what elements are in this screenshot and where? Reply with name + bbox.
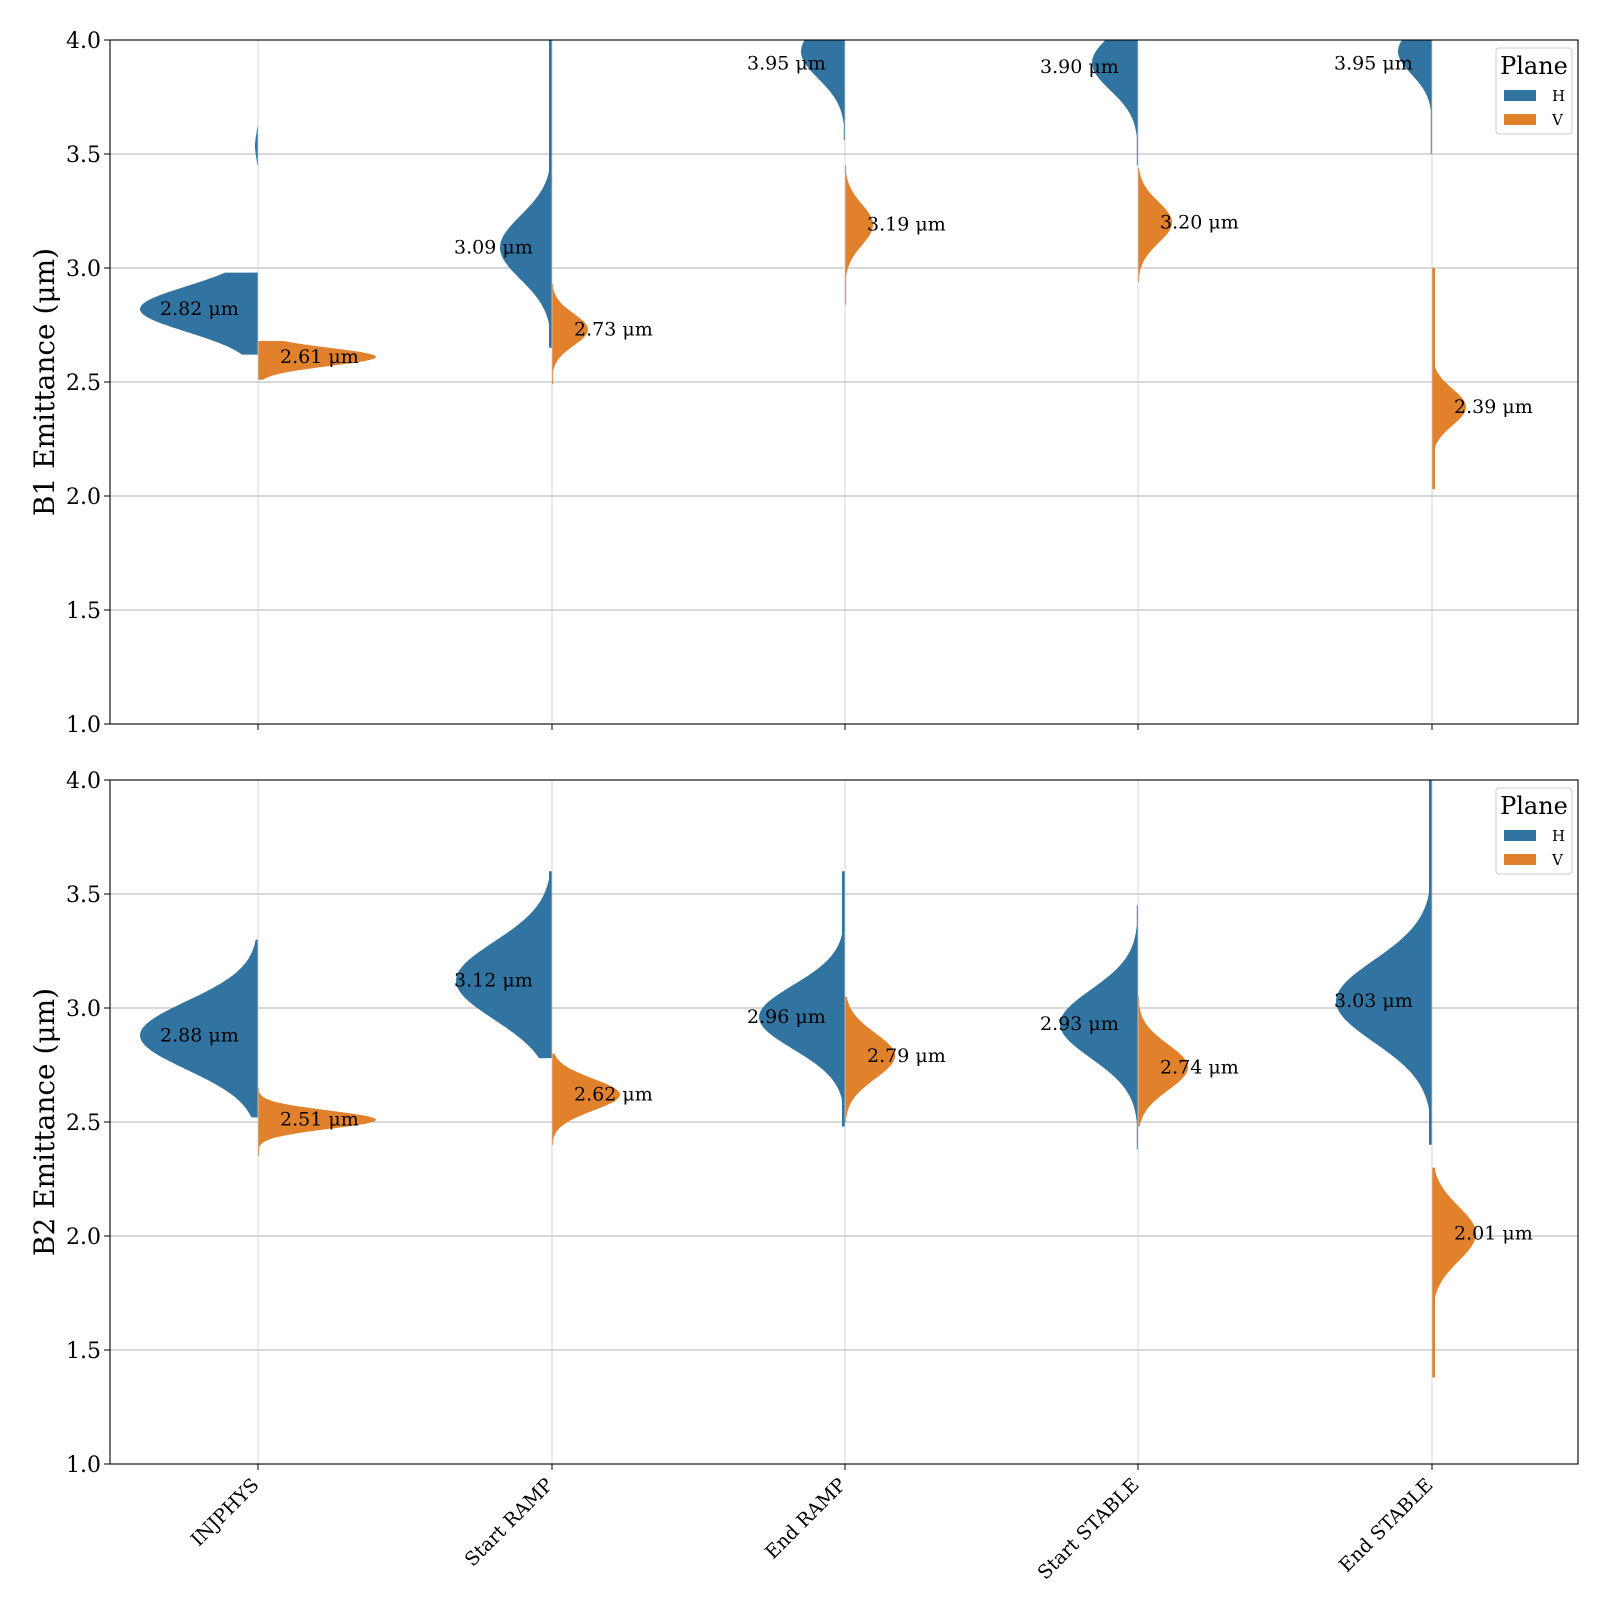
legend-entry-v: V — [1551, 851, 1564, 869]
legend-title: Plane — [1500, 52, 1568, 80]
median-label-h-3: 3.95 μm — [747, 52, 826, 74]
violin-h-3 — [759, 871, 845, 1127]
median-label-h-5: 3.95 μm — [1334, 52, 1413, 74]
y-tick-label: 3.0 — [66, 257, 101, 282]
violin-v-3 — [845, 996, 895, 1122]
y-tick-label: 3.5 — [66, 143, 101, 168]
violin-h-2 — [500, 40, 552, 348]
legend-title: Plane — [1500, 792, 1568, 820]
legend-swatch-v — [1504, 854, 1536, 865]
y-tick-label: 1.0 — [66, 713, 101, 738]
violin-v-3 — [845, 165, 873, 305]
violin-h-3 — [801, 40, 845, 141]
y-tick-label: 1.0 — [66, 1453, 101, 1478]
violin-tail-h-1 — [255, 126, 258, 166]
x-category-label-1: INJPHYS — [187, 1474, 264, 1551]
median-label-v-5: 2.39 μm — [1454, 396, 1533, 418]
median-label-h-3: 2.96 μm — [747, 1006, 826, 1028]
violin-v-1 — [258, 1087, 376, 1157]
violin-h-4 — [1060, 905, 1138, 1150]
legend-entry-h: H — [1552, 87, 1565, 105]
median-label-h-4: 2.93 μm — [1040, 1013, 1119, 1035]
violin-h-1 — [140, 272, 258, 355]
median-label-h-1: 2.88 μm — [160, 1024, 239, 1046]
violin-h-5 — [1398, 40, 1432, 154]
y-tick-label: 3.5 — [66, 883, 101, 908]
legend-swatch-v — [1504, 114, 1536, 125]
median-label-h-4: 3.90 μm — [1040, 56, 1119, 78]
y-tick-label: 1.5 — [66, 1339, 101, 1364]
median-label-v-4: 3.20 μm — [1160, 211, 1239, 233]
violin-v-2 — [552, 1053, 620, 1145]
median-label-v-5: 2.01 μm — [1454, 1223, 1533, 1245]
y-axis-label: B2 Emittance (μm) — [28, 988, 61, 1256]
median-label-h-2: 3.12 μm — [454, 970, 533, 992]
violin-v-5 — [1432, 268, 1466, 490]
median-label-v-1: 2.51 μm — [280, 1109, 359, 1131]
x-category-label-3: End RAMP — [761, 1474, 851, 1564]
median-label-v-2: 2.73 μm — [574, 319, 653, 341]
x-category-label-4: Start STABLE — [1034, 1474, 1144, 1584]
y-tick-label: 2.5 — [66, 371, 101, 396]
violin-v-4 — [1138, 996, 1188, 1127]
median-label-h-1: 2.82 μm — [160, 298, 239, 320]
x-category-label-5: End STABLE — [1335, 1474, 1438, 1577]
y-tick-label: 2.0 — [66, 1225, 101, 1250]
violin-h-4 — [1092, 40, 1138, 166]
y-tick-label: 1.5 — [66, 599, 101, 624]
panel-1: 2.82 μm 2.61 μm 3.09 μm 2.73 μm 3.95 μm 3.19 … — [28, 29, 1579, 738]
legend-swatch-h — [1504, 830, 1536, 841]
y-tick-label: 2.5 — [66, 1111, 101, 1136]
y-tick-label: 2.0 — [66, 485, 101, 510]
x-category-label-2: Start RAMP — [461, 1474, 558, 1571]
median-label-v-1: 2.61 μm — [280, 346, 359, 368]
y-axis-label: B1 Emittance (μm) — [28, 248, 61, 516]
violin-h-1 — [140, 939, 258, 1118]
legend-swatch-h — [1504, 90, 1536, 101]
panel-2: 2.88 μm 2.51 μm 3.12 μm 2.62 μm 2.96 μm 2.79 … — [28, 769, 1579, 1478]
median-label-v-4: 2.74 μm — [1160, 1056, 1239, 1078]
y-tick-label: 3.0 — [66, 997, 101, 1022]
legend-entry-h: H — [1552, 827, 1565, 845]
legend-entry-v: V — [1551, 111, 1564, 129]
y-tick-label: 4.0 — [66, 29, 101, 54]
violin-v-2 — [552, 283, 588, 385]
median-label-v-3: 3.19 μm — [867, 214, 946, 236]
violin-h-2 — [456, 871, 552, 1059]
median-label-h-5: 3.03 μm — [1334, 990, 1413, 1012]
median-label-v-3: 2.79 μm — [867, 1045, 946, 1067]
median-label-v-2: 2.62 μm — [574, 1084, 653, 1106]
violin-h-5 — [1336, 780, 1432, 1145]
y-tick-label: 4.0 — [66, 769, 101, 794]
violin-v-5 — [1432, 1167, 1476, 1378]
median-label-h-2: 3.09 μm — [454, 236, 533, 258]
violin-v-1 — [258, 340, 376, 380]
violin-v-4 — [1138, 167, 1172, 282]
